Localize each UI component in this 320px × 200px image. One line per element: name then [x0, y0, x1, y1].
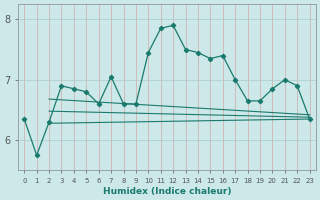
X-axis label: Humidex (Indice chaleur): Humidex (Indice chaleur): [103, 187, 231, 196]
